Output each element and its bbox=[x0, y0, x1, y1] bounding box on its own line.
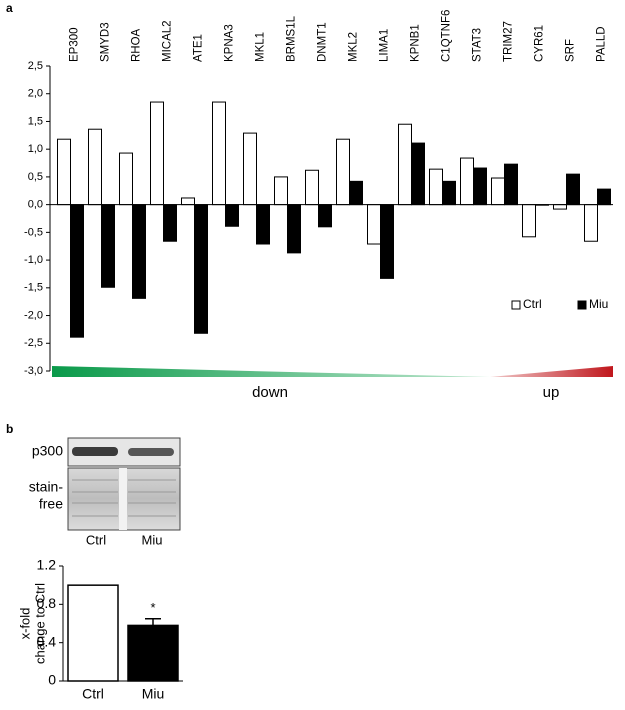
x-tick-label: ATE1 bbox=[193, 34, 205, 62]
bar bbox=[442, 180, 456, 206]
bar bbox=[460, 157, 474, 206]
bar bbox=[522, 204, 536, 238]
blot-row-label: stain- bbox=[29, 479, 64, 495]
bar bbox=[212, 101, 226, 206]
y-tick-label: 0 bbox=[48, 672, 56, 688]
x-tick-label: SMYD3 bbox=[100, 22, 112, 62]
bar bbox=[101, 204, 115, 288]
blot-lane-label: Ctrl bbox=[86, 532, 106, 547]
panel-label: a bbox=[6, 1, 13, 15]
bar bbox=[88, 128, 102, 206]
x-tick-label: LIMA1 bbox=[379, 29, 391, 62]
x-tick-label: DNMT1 bbox=[317, 22, 329, 62]
bar bbox=[380, 204, 394, 279]
up-gradient bbox=[490, 366, 613, 377]
bar bbox=[398, 123, 412, 206]
legend-swatch bbox=[577, 300, 587, 310]
x-tick-label: Ctrl bbox=[82, 686, 104, 702]
bar bbox=[57, 138, 71, 206]
blot-gap bbox=[119, 468, 127, 530]
y-tick-label: 2,5 bbox=[28, 60, 43, 72]
bar bbox=[256, 204, 270, 245]
bar bbox=[127, 624, 179, 682]
bar bbox=[194, 204, 208, 334]
blot-row-label: free bbox=[39, 496, 63, 512]
x-tick-label: STAT3 bbox=[472, 28, 484, 62]
x-tick-label: BRMS1L bbox=[286, 15, 298, 62]
x-tick-label: Miu bbox=[142, 686, 165, 702]
y-tick-label: -3,0 bbox=[24, 365, 43, 377]
y-tick-label: 2,0 bbox=[28, 88, 43, 100]
bar bbox=[225, 204, 239, 227]
legend-label: Miu bbox=[589, 297, 608, 311]
bar bbox=[70, 204, 84, 338]
x-tick-label: PALLD bbox=[596, 26, 608, 62]
y-axis-label: change to Ctrl bbox=[32, 583, 47, 664]
legend-swatch bbox=[511, 300, 521, 310]
bar bbox=[597, 188, 611, 206]
bar bbox=[336, 138, 350, 206]
bar bbox=[243, 132, 257, 206]
y-tick-label: -2,5 bbox=[24, 337, 43, 349]
bar bbox=[367, 204, 381, 245]
bar bbox=[566, 173, 580, 206]
x-tick-label: MKL2 bbox=[348, 32, 360, 62]
bar bbox=[473, 167, 487, 206]
blot-row-label: p300 bbox=[32, 443, 63, 459]
y-axis-label: x-fold bbox=[17, 608, 32, 640]
error-bar bbox=[145, 617, 161, 626]
bar bbox=[411, 142, 425, 206]
bar bbox=[318, 204, 332, 228]
y-tick-label: 1.2 bbox=[37, 557, 57, 573]
blot-lines bbox=[72, 479, 176, 517]
x-tick-label: MKL1 bbox=[255, 32, 267, 62]
blot-lane-label: Miu bbox=[142, 532, 163, 547]
blot-band bbox=[72, 447, 118, 456]
x-tick-label: MICAL2 bbox=[162, 20, 174, 62]
panel-label: b bbox=[6, 422, 13, 436]
x-tick-label: CYR61 bbox=[534, 25, 546, 62]
y-tick-label: 0,5 bbox=[28, 171, 43, 183]
bar bbox=[132, 204, 146, 299]
bar bbox=[553, 204, 567, 210]
bar bbox=[274, 176, 288, 206]
bar bbox=[119, 152, 133, 206]
significance: * bbox=[150, 600, 155, 615]
annotation: down bbox=[252, 384, 288, 401]
x-tick-label: KPNA3 bbox=[224, 24, 236, 62]
bar bbox=[181, 197, 195, 206]
x-tick-label: TRIM27 bbox=[503, 21, 515, 62]
bar bbox=[305, 169, 319, 206]
x-tick-label: KPNB1 bbox=[410, 24, 422, 62]
bar bbox=[491, 177, 505, 206]
bar bbox=[349, 180, 363, 206]
y-tick-label: 0.4 bbox=[37, 633, 57, 649]
annotation: up bbox=[543, 384, 560, 401]
bar bbox=[584, 204, 598, 242]
y-tick-label: 0.8 bbox=[37, 595, 57, 611]
y-tick-label: 0,0 bbox=[28, 199, 43, 211]
down-gradient bbox=[52, 366, 490, 377]
bar bbox=[67, 584, 119, 682]
y-tick-label: 1,0 bbox=[28, 143, 43, 155]
legend-label: Ctrl bbox=[523, 297, 542, 311]
x-tick-label: EP300 bbox=[69, 27, 81, 62]
bar bbox=[150, 101, 164, 206]
x-tick-label: C1QTNF6 bbox=[441, 10, 453, 62]
bar bbox=[163, 204, 177, 242]
bar bbox=[429, 168, 443, 206]
y-tick-label: 1,5 bbox=[28, 115, 43, 127]
y-tick-label: -2,0 bbox=[24, 309, 43, 321]
y-tick-label: -1,0 bbox=[24, 254, 43, 266]
bar bbox=[287, 204, 301, 254]
bar bbox=[504, 163, 518, 206]
blot-band bbox=[128, 448, 174, 456]
y-tick-label: -1,5 bbox=[24, 282, 43, 294]
y-tick-label: -0,5 bbox=[24, 226, 43, 238]
x-tick-label: RHOA bbox=[131, 28, 143, 62]
x-tick-label: SRF bbox=[565, 39, 577, 62]
